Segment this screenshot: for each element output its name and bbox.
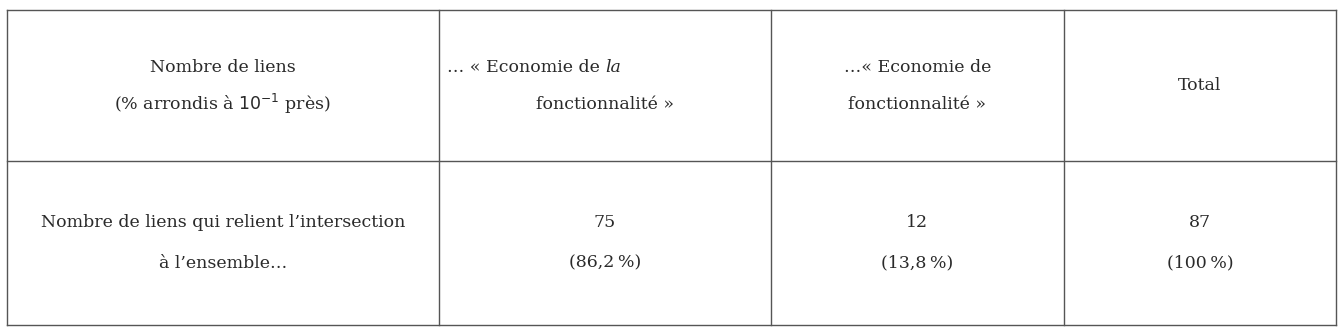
Text: 12: 12 <box>907 214 928 231</box>
Text: fonctionnalité »: fonctionnalité » <box>849 95 987 113</box>
Text: la: la <box>605 59 621 76</box>
Text: 75: 75 <box>595 214 616 231</box>
Text: … « Economie de: … « Economie de <box>447 59 605 76</box>
Text: 87: 87 <box>1189 214 1210 231</box>
Text: …« Economie de: …« Economie de <box>844 59 991 76</box>
Text: Total: Total <box>1178 77 1221 94</box>
Text: Nombre de liens qui relient l’intersection: Nombre de liens qui relient l’intersecti… <box>40 214 404 231</box>
Text: à l’ensemble…: à l’ensemble… <box>158 255 287 272</box>
Text: (100 %): (100 %) <box>1166 255 1233 272</box>
Text: Nombre de liens: Nombre de liens <box>150 59 296 76</box>
Text: (13,8 %): (13,8 %) <box>881 255 953 272</box>
Text: (% arrondis à $10^{-1}$ près): (% arrondis à $10^{-1}$ près) <box>114 92 331 116</box>
Text: (86,2 %): (86,2 %) <box>569 255 641 272</box>
Text: fonctionnalité »: fonctionnalité » <box>536 95 674 113</box>
